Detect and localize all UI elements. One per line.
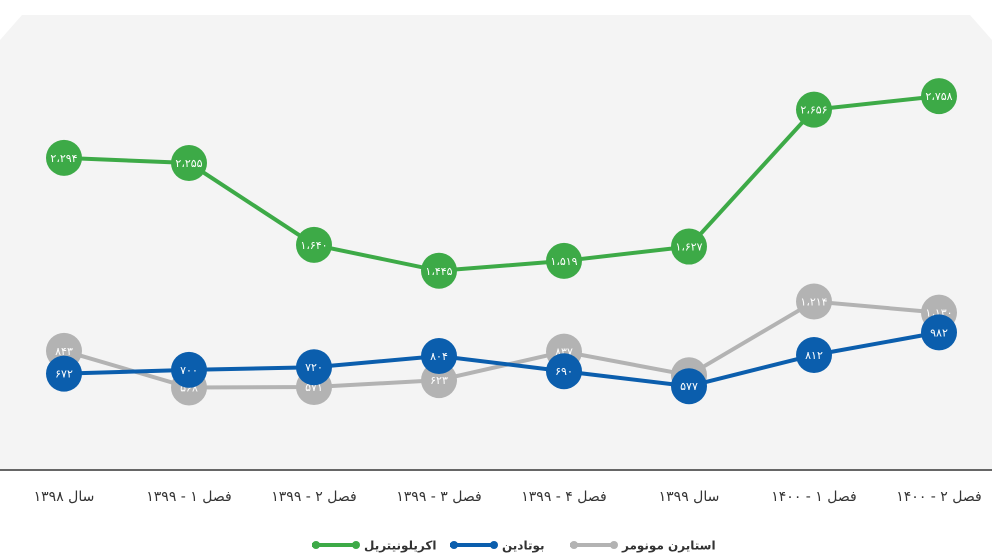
data-label: ۱،۴۴۵ — [425, 265, 452, 278]
data-label: ۱،۲۱۴ — [800, 296, 827, 309]
data-label: ۷۲۰ — [305, 361, 323, 374]
point — [421, 252, 457, 289]
x-tick-label: فصل ۴ - ۱۳۹۹ — [521, 489, 606, 505]
legend-dot — [352, 541, 360, 549]
point — [296, 349, 332, 386]
data-label: ۲،۶۵۶ — [800, 104, 827, 117]
legend-label: استایرن مونومر — [621, 539, 716, 554]
legend-dot — [450, 541, 458, 549]
point — [171, 145, 207, 182]
point — [671, 228, 707, 265]
data-label: ۵۷۷ — [680, 380, 698, 393]
data-label: ۱،۶۲۷ — [675, 241, 702, 254]
x-tick-label: فصل ۲ - ۱۴۰۰ — [896, 489, 981, 505]
data-label: ۲،۷۵۸ — [925, 90, 952, 103]
x-tick-label: سال ۱۳۹۸ — [34, 489, 95, 505]
point — [171, 351, 207, 388]
point — [46, 139, 82, 176]
point — [921, 314, 957, 351]
point — [546, 353, 582, 390]
data-label: ۷۰۰ — [180, 364, 198, 377]
x-tick-label: فصل ۳ - ۱۳۹۹ — [396, 489, 481, 505]
legend-label: اکریلونیتریل — [364, 539, 436, 554]
data-label: ۹۸۲ — [930, 326, 948, 339]
x-tick-label: فصل ۱ - ۱۴۰۰ — [771, 489, 856, 505]
legend-dot — [312, 541, 320, 549]
series-line — [63, 94, 940, 273]
point — [796, 336, 832, 373]
x-tick-label: فصل ۲ - ۱۳۹۹ — [271, 489, 356, 505]
legend-dot — [610, 541, 618, 549]
data-label: ۸۱۲ — [805, 349, 823, 362]
point — [671, 368, 707, 405]
data-label: ۶۲۳ — [430, 374, 448, 387]
data-label: ۲،۲۹۴ — [50, 152, 77, 165]
point — [421, 338, 457, 375]
plot-background — [0, 15, 992, 470]
x-tick-label: سال ۱۳۹۹ — [659, 489, 720, 505]
data-label: ۶۷۲ — [55, 368, 73, 381]
point — [296, 226, 332, 263]
data-label: ۸۰۴ — [430, 350, 448, 363]
data-label: ۱،۵۱۹ — [550, 255, 577, 268]
point — [921, 78, 957, 115]
series-line — [63, 299, 940, 390]
series-line — [63, 330, 940, 389]
x-tick-label: فصل ۱ - ۱۳۹۹ — [146, 489, 231, 505]
data-label: ۱،۶۴۰ — [300, 239, 327, 252]
data-label: ۸۴۳ — [55, 345, 73, 358]
point — [796, 283, 832, 320]
legend-label: بوتادین — [502, 539, 545, 554]
data-label: ۲،۲۵۵ — [175, 157, 202, 170]
point — [796, 91, 832, 128]
point — [546, 242, 582, 279]
legend-dot — [490, 541, 498, 549]
legend-dot — [570, 541, 578, 549]
point — [46, 355, 82, 392]
data-label: ۶۹۰ — [555, 365, 573, 378]
